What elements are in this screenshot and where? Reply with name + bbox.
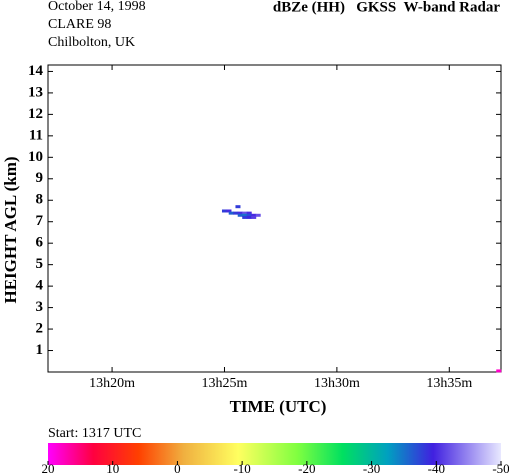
echo-cell (242, 213, 248, 217)
x-tick-label: 13h20m (89, 376, 135, 391)
x-axis-label: TIME (UTC) (230, 397, 327, 416)
echo-cell (496, 369, 502, 373)
echo-cell (237, 211, 243, 215)
echo-cell (255, 213, 261, 217)
colorbar-tick-label: 20 (42, 461, 55, 476)
y-tick-label: 13 (28, 84, 43, 100)
echo-cell (237, 213, 243, 217)
y-tick-label: 2 (36, 321, 44, 337)
y-tick-label: 10 (28, 149, 43, 165)
y-tick-label: 1 (36, 342, 44, 358)
y-tick-label: 5 (36, 256, 44, 272)
colorbar-tick-label: -50 (492, 461, 509, 476)
colorbar-tick-label: 10 (106, 461, 119, 476)
y-axis-label: HEIGHT AGL (km) (1, 156, 20, 303)
colorbar-tick-label: -30 (363, 461, 380, 476)
echo-cell (233, 211, 239, 215)
site: Chilbolton, UK (48, 35, 135, 50)
echo-cell (235, 205, 241, 209)
plot-frame (47, 64, 502, 373)
start-time: Start: 1317 UTC (48, 426, 141, 441)
echo-cell (242, 215, 248, 219)
colorbar-tick-label: -40 (428, 461, 445, 476)
y-tick-label: 11 (29, 127, 43, 143)
colorbar (48, 443, 501, 465)
x-tick-label: 13h35m (426, 376, 472, 391)
y-tick-label: 14 (28, 63, 44, 79)
echo-cell (246, 213, 252, 217)
y-tick-label: 7 (36, 213, 44, 229)
y-tick-label: 3 (36, 299, 44, 315)
echo-cell (226, 209, 232, 213)
y-tick-label: 12 (28, 106, 43, 122)
colorbar-tick-label: -10 (233, 461, 250, 476)
x-tick-label: 13h25m (202, 376, 248, 391)
y-tick-label: 8 (36, 192, 44, 208)
chart-title: dBZe (HH) GKSS W-band Radar (273, 0, 500, 15)
echo-cell (221, 209, 227, 213)
y-tick-label: 4 (36, 278, 44, 294)
colorbar-tick-label: -20 (298, 461, 315, 476)
echo-cell (246, 215, 252, 219)
x-tick-label: 13h30m (314, 376, 360, 391)
y-tick-label: 9 (36, 170, 44, 186)
echo-cell (242, 211, 248, 215)
echo-cell (246, 211, 252, 215)
echo-cell (251, 215, 257, 219)
colorbar-tick-label: 0 (174, 461, 181, 476)
y-tick-label: 6 (36, 235, 44, 251)
echo-cell (251, 213, 257, 217)
campaign: CLARE 98 (48, 17, 111, 32)
date: October 14, 1998 (48, 0, 146, 14)
echo-cell (228, 211, 234, 215)
